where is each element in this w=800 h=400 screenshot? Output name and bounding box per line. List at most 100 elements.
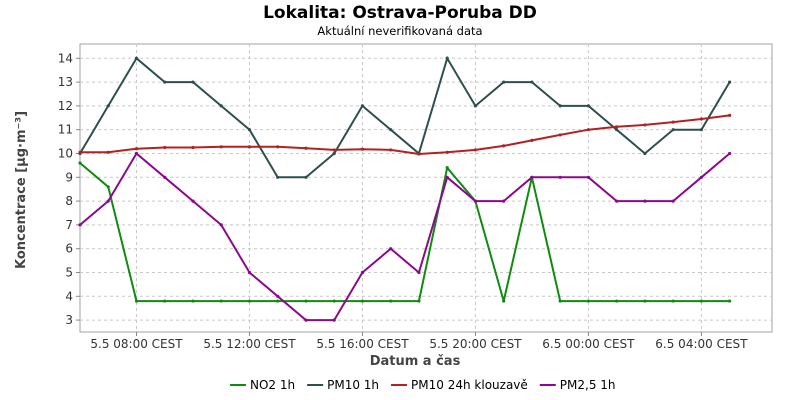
series-line	[79, 162, 730, 303]
data-point	[134, 147, 139, 151]
data-point	[219, 299, 223, 303]
data-point	[360, 299, 365, 303]
data-point	[332, 318, 336, 322]
series-lines	[78, 55, 732, 322]
data-point	[445, 150, 449, 154]
series-3	[78, 151, 732, 322]
data-point	[163, 80, 167, 84]
data-point	[389, 148, 393, 152]
data-point	[502, 299, 506, 303]
legend: NO2 1h PM10 1h PM10 24h klouzavě PM2,5 1h	[230, 378, 616, 392]
data-point	[247, 128, 252, 132]
data-point	[191, 80, 195, 84]
data-point	[502, 144, 506, 148]
y-tick-label: 6	[65, 242, 73, 256]
data-point	[699, 117, 703, 121]
data-point	[615, 125, 619, 129]
data-point	[615, 299, 619, 303]
x-axis-label: Datum a čas	[370, 354, 461, 369]
x-tick-label: 5.5 08:00 CEST	[90, 337, 183, 351]
data-point	[586, 299, 591, 303]
data-point	[473, 199, 478, 203]
data-point	[558, 104, 562, 108]
chart-subtitle: Aktuální neverifikovaná data	[317, 24, 482, 38]
data-point	[304, 299, 308, 303]
data-point	[586, 128, 591, 132]
y-tick-label: 9	[65, 170, 73, 184]
y-tick-label: 10	[58, 146, 73, 160]
chart-title: Lokalita: Ostrava-Poruba DD	[263, 3, 537, 23]
y-tick-label: 4	[65, 289, 73, 303]
data-point	[417, 270, 421, 275]
data-point	[106, 185, 110, 189]
data-point	[445, 175, 449, 179]
data-point	[643, 299, 647, 303]
legend-label: PM10 24h klouzavě	[411, 378, 528, 392]
y-tick-label: 5	[65, 265, 73, 279]
data-point	[615, 199, 619, 203]
series-line	[79, 55, 731, 179]
data-point	[530, 138, 534, 142]
data-point	[134, 56, 139, 60]
legend-label: NO2 1h	[250, 378, 295, 392]
data-point	[78, 150, 82, 154]
data-point	[389, 299, 393, 303]
data-point	[728, 299, 732, 303]
data-point	[615, 128, 619, 132]
data-point	[360, 147, 365, 151]
y-axis-label: Koncentrace [µg·m⁻³]	[14, 111, 29, 269]
x-tick-label: 6.5 00:00 CEST	[542, 337, 635, 351]
data-point	[699, 175, 703, 179]
y-tick-label: 7	[65, 218, 73, 232]
data-point	[247, 145, 252, 149]
series-line	[79, 151, 731, 322]
data-point	[502, 199, 506, 203]
y-tick-label: 8	[65, 194, 73, 208]
data-point	[191, 299, 195, 303]
y-tick-label: 14	[58, 51, 73, 65]
data-point	[360, 270, 365, 275]
y-axis-ticks: 3 4 5 6 7 8 9 10 11 12 13 14	[58, 51, 80, 327]
data-point	[643, 123, 647, 127]
data-point	[134, 299, 139, 303]
data-point	[445, 166, 449, 170]
data-point	[699, 128, 703, 132]
data-point	[191, 199, 195, 203]
plot-area	[79, 43, 773, 333]
data-point	[304, 318, 308, 322]
data-point	[586, 175, 591, 179]
data-point	[473, 148, 478, 152]
y-tick-label: 11	[58, 123, 73, 137]
data-point	[247, 299, 252, 303]
data-point	[671, 128, 675, 132]
x-tick-label: 5.5 16:00 CEST	[316, 337, 409, 351]
data-point	[728, 151, 732, 156]
data-point	[276, 299, 280, 303]
data-point	[530, 175, 534, 179]
x-tick-label: 5.5 20:00 CEST	[429, 337, 522, 351]
data-point	[276, 145, 280, 149]
data-point	[332, 299, 336, 303]
series-2	[78, 113, 732, 156]
data-point	[558, 299, 562, 303]
data-point	[417, 299, 421, 303]
y-tick-label: 13	[58, 75, 73, 89]
data-point	[106, 199, 110, 203]
data-point	[502, 80, 506, 84]
data-point	[219, 145, 223, 149]
data-point	[389, 247, 393, 251]
data-point	[332, 151, 336, 156]
data-point	[163, 175, 167, 179]
data-point	[473, 104, 478, 108]
data-point	[699, 299, 703, 303]
grid	[80, 44, 772, 332]
data-point	[728, 113, 732, 118]
x-axis-ticks: 5.5 08:00 CEST 5.5 12:00 CEST 5.5 16:00 CE…	[90, 332, 748, 351]
data-point	[332, 148, 336, 152]
data-point	[304, 175, 308, 179]
data-point	[106, 150, 110, 154]
data-point	[671, 299, 675, 303]
data-point	[247, 270, 252, 275]
data-point	[671, 199, 675, 203]
